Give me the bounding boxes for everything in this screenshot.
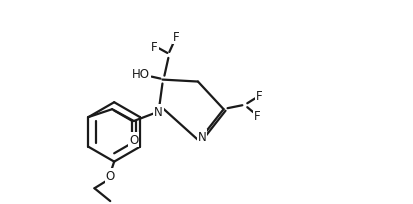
- Text: F: F: [255, 89, 262, 102]
- Text: O: O: [105, 169, 114, 182]
- Text: N: N: [154, 105, 162, 118]
- Text: F: F: [253, 109, 260, 122]
- Text: N: N: [197, 131, 206, 144]
- Text: F: F: [151, 40, 157, 53]
- Text: O: O: [129, 134, 138, 146]
- Text: F: F: [173, 31, 179, 43]
- Text: HO: HO: [131, 68, 150, 81]
